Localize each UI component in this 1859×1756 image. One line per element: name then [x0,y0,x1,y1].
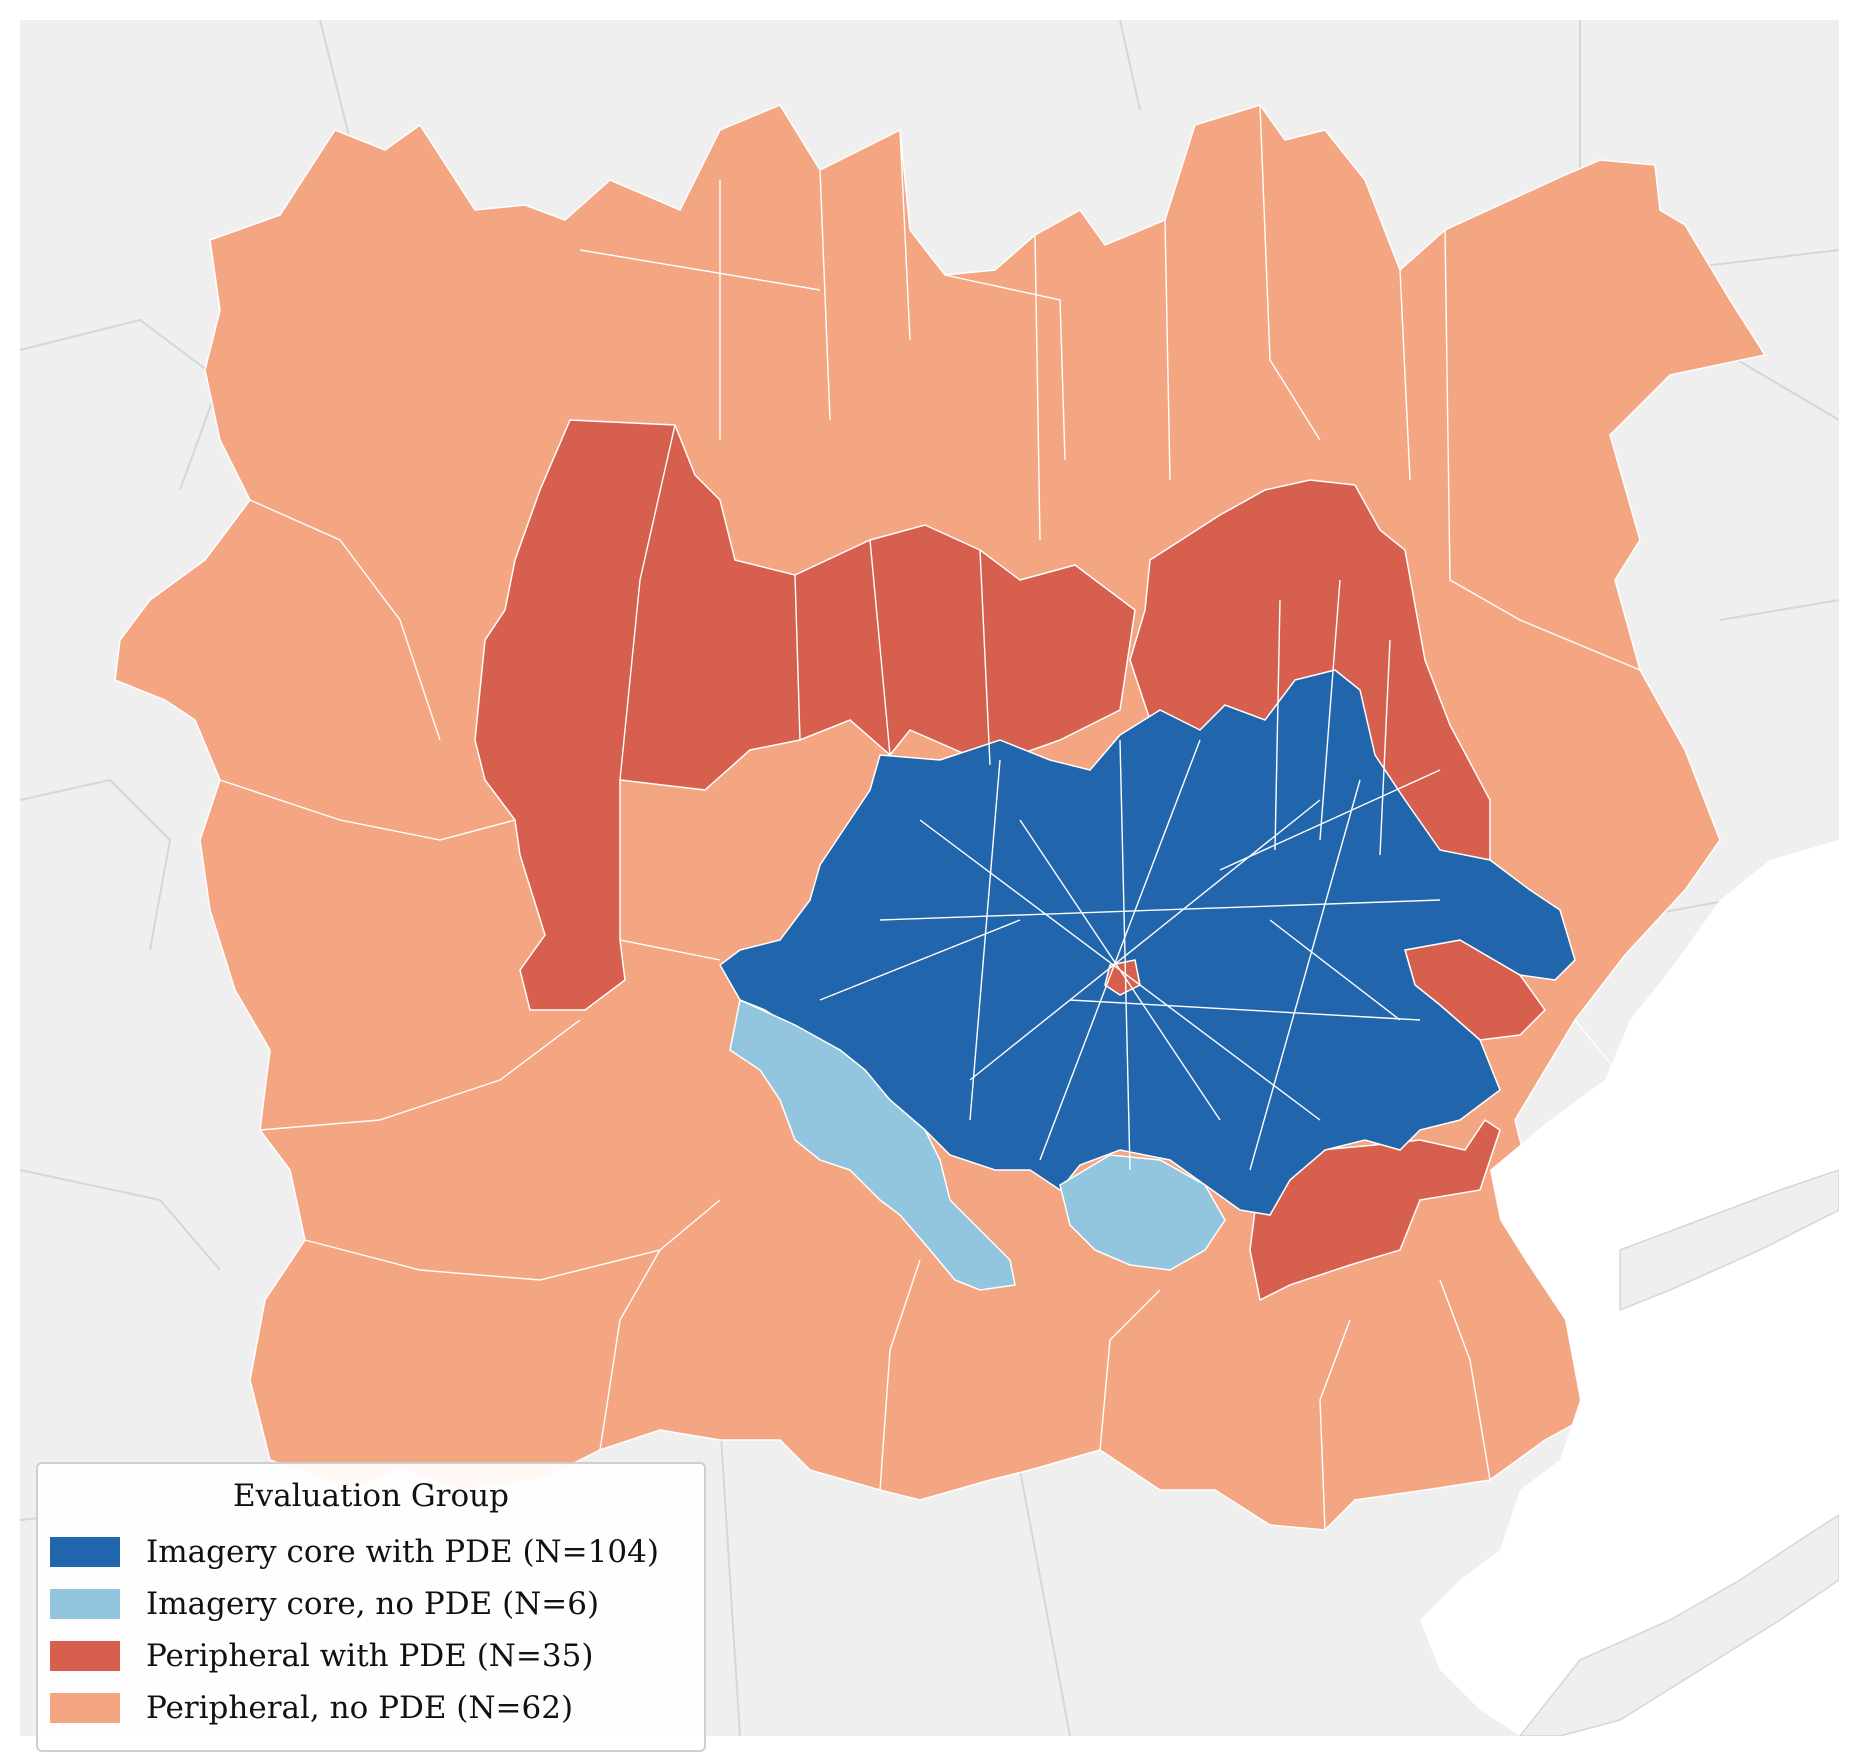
legend-label: Imagery core with PDE (N=104) [146,1534,659,1570]
interior-boundaries [219,104,1641,1531]
legend-item-peripheral-with-pde: Peripheral with PDE (N=35) [50,1632,593,1680]
legend-label: Peripheral with PDE (N=35) [146,1638,594,1674]
legend-swatch-dark-blue [50,1537,120,1567]
legend-item-peripheral-no-pde: Peripheral, no PDE (N=62) [50,1684,573,1732]
bay-peninsula [1619,1169,1839,1312]
map-canvas[interactable] [20,20,1839,1736]
legend-label: Imagery core, no PDE (N=6) [146,1586,600,1622]
map-frame [20,20,1839,1736]
region-peripheral-with-pde[interactable] [474,419,1546,1302]
legend-swatch-light-salmon [50,1693,120,1723]
legend-label: Peripheral, no PDE (N=62) [146,1690,574,1726]
gulf-coast-land [1519,1514,1839,1736]
legend: Evaluation Group Imagery core with PDE (… [36,1462,706,1752]
legend-item-imagery-core-no-pde: Imagery core, no PDE (N=6) [50,1580,599,1628]
legend-item-imagery-core-with-pde: Imagery core with PDE (N=104) [50,1528,659,1576]
legend-swatch-dark-salmon [50,1641,120,1671]
region-imagery-core-no-pde[interactable] [729,998,1226,1291]
surrounding-boundaries [20,20,1839,1736]
legend-swatch-light-blue [50,1589,120,1619]
legend-title: Evaluation Group [233,1478,509,1514]
